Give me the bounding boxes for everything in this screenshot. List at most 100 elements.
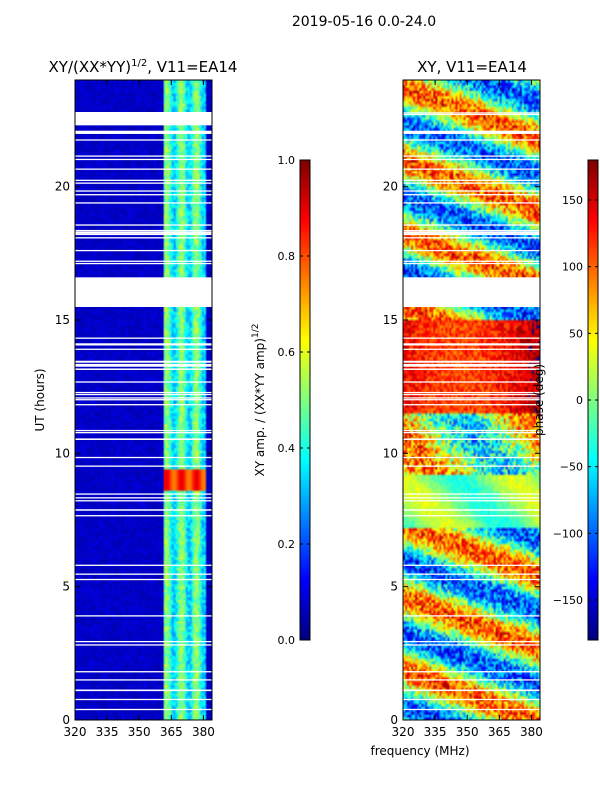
missing-scan-line: [403, 397, 540, 399]
right-y-ticks: 0 5 10 15 20: [383, 180, 540, 727]
colorbar-tick-label: −150: [553, 594, 583, 607]
missing-scan-line: [403, 292, 540, 294]
x-tick-label: 320: [392, 725, 415, 739]
missing-scan-line: [403, 132, 540, 134]
missing-scan-line: [75, 130, 212, 133]
colorbar-tick-label: 0.0: [278, 634, 296, 647]
missing-scan-line: [403, 509, 540, 511]
missing-scan-line: [403, 708, 540, 711]
missing-scan-line: [403, 399, 540, 401]
missing-scan-line: [403, 573, 540, 575]
missing-scan-line: [75, 368, 212, 370]
missing-scan-line: [75, 262, 212, 265]
data-gap: [403, 277, 540, 307]
y-tick-label: 5: [390, 580, 398, 594]
missing-scan-line: [75, 493, 212, 495]
data-gap: [75, 112, 212, 126]
y-tick-label: 0: [390, 713, 398, 727]
missing-scan-line: [75, 292, 212, 294]
y-tick-label: 15: [383, 313, 398, 327]
missing-scan-line: [403, 237, 540, 239]
right-panel: XY, V11=EA14 320 335 350 365 380 0 5 10 15 20 fr…: [370, 58, 542, 758]
left-ylabel: UT (hours): [33, 368, 47, 431]
missing-scan-line: [75, 232, 212, 234]
colorbar-tick-label: −100: [553, 527, 583, 540]
missing-scan-line: [75, 113, 212, 116]
missing-scan-line: [403, 393, 540, 396]
missing-scan-line: [75, 497, 212, 499]
missing-scan-line: [403, 304, 540, 306]
missing-scan-line: [75, 131, 212, 134]
missing-scan-line: [75, 708, 212, 711]
missing-scan-line: [403, 365, 540, 367]
missing-scan-line: [75, 288, 212, 290]
missing-scan-line: [75, 233, 212, 236]
missing-scan-line: [75, 229, 212, 232]
missing-scan-line: [75, 564, 212, 566]
missing-scan-line: [75, 644, 212, 646]
missing-scan-line: [403, 155, 540, 157]
missing-scan-line: [75, 158, 212, 161]
missing-scan-line: [403, 343, 540, 345]
missing-scan-line: [75, 698, 212, 701]
figure-suptitle: 2019-05-16 0.0-24.0: [292, 14, 436, 30]
missing-scan-line: [403, 429, 540, 432]
missing-scan-line: [75, 679, 212, 681]
x-tick-label: 350: [128, 725, 151, 739]
missing-scan-line: [403, 139, 540, 141]
missing-scan-line: [403, 179, 540, 181]
missing-scan-line: [75, 224, 212, 226]
left-x-ticks: 320 335 350 365 380: [64, 80, 215, 739]
y-tick-label: 15: [55, 313, 70, 327]
right-colorbar-label: phase (deg): [532, 364, 546, 436]
missing-scan-line: [75, 640, 212, 643]
right-gaps: [403, 112, 540, 711]
left-colorbar-frame: [299, 159, 311, 641]
colorbar-tick-label: 0.2: [278, 538, 296, 551]
missing-scan-line: [75, 465, 212, 467]
data-gap: [75, 277, 212, 307]
right-xlabel: frequency (MHz): [370, 744, 469, 758]
y-tick-label: 0: [62, 713, 70, 727]
missing-scan-line: [75, 139, 212, 141]
missing-scan-line: [75, 429, 212, 432]
missing-scan-line: [403, 671, 540, 673]
missing-scan-line: [75, 168, 212, 170]
missing-scan-line: [403, 229, 540, 232]
missing-scan-line: [403, 224, 540, 226]
left-plot-frame: [74, 79, 213, 721]
missing-scan-line: [403, 497, 540, 499]
missing-scan-line: [75, 237, 212, 239]
left-panel: XY/(XX*YY)1/2, V11=EA14 320 335 350 365 380 …: [33, 58, 237, 739]
missing-scan-line: [75, 305, 212, 307]
missing-scan-line: [403, 679, 540, 681]
colorbar-tick-label: 0.6: [278, 346, 296, 359]
x-tick-label: 320: [64, 725, 87, 739]
left-panel-title: XY/(XX*YY)1/2, V11=EA14: [49, 58, 238, 76]
missing-scan-line: [75, 515, 212, 517]
missing-scan-line: [75, 190, 212, 192]
missing-scan-line: [75, 202, 212, 204]
x-tick-label: 350: [456, 725, 479, 739]
x-tick-label: 380: [192, 725, 215, 739]
missing-scan-line: [75, 194, 212, 196]
missing-scan-line: [403, 131, 540, 134]
colorbar-tick-label: 150: [562, 194, 583, 207]
missing-scan-line: [75, 381, 212, 383]
colorbar-tick-label: 0.4: [278, 442, 296, 455]
missing-scan-line: [75, 132, 212, 134]
left-colorbar-ticks: 0.0 0.2 0.4 0.6 0.8 1.0: [278, 154, 310, 647]
missing-scan-line: [75, 343, 212, 345]
missing-scan-line: [75, 344, 212, 346]
y-tick-label: 20: [55, 180, 70, 194]
colorbar-tick-label: 50: [569, 327, 583, 340]
missing-scan-line: [403, 112, 540, 114]
y-tick-label: 10: [55, 446, 70, 460]
missing-scan-line: [403, 113, 540, 116]
missing-scan-line: [75, 391, 212, 394]
missing-scan-line: [75, 179, 212, 181]
missing-scan-line: [403, 232, 540, 234]
missing-scan-line: [403, 190, 540, 192]
missing-scan-line: [75, 397, 212, 399]
missing-scan-line: [75, 365, 212, 367]
